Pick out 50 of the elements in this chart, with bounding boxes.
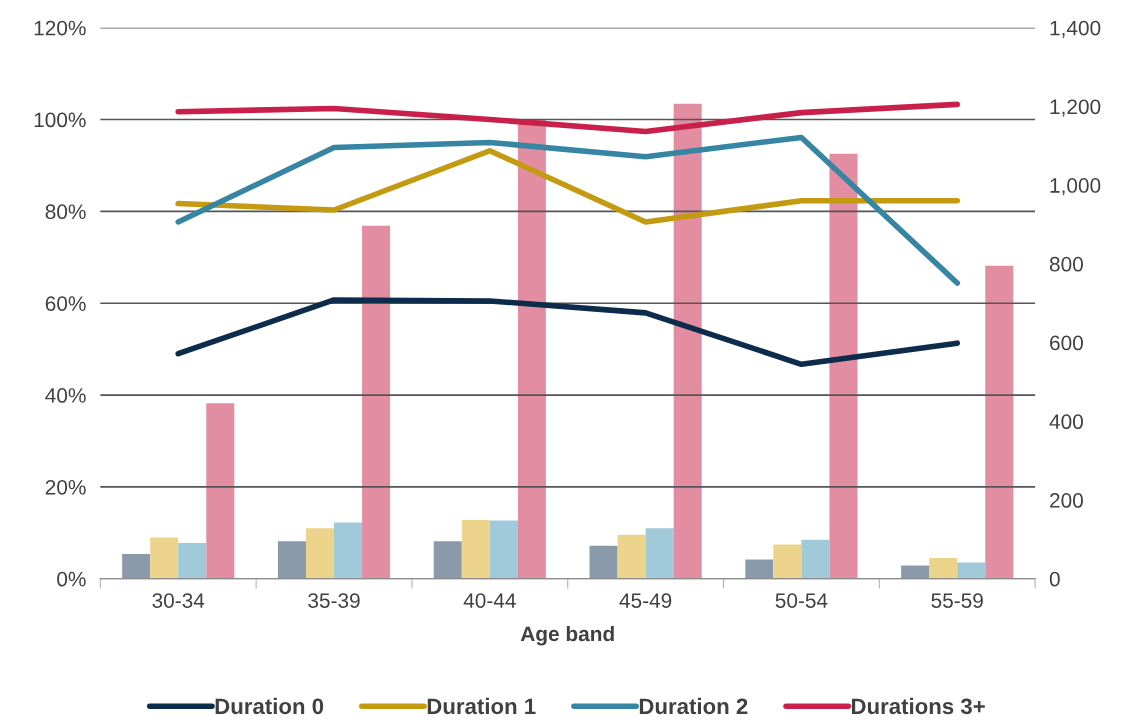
bar (178, 542, 207, 579)
bar (673, 103, 702, 579)
y-tick-label: 0% (57, 571, 86, 587)
y-tick-label: 60% (45, 296, 86, 311)
y-tick-label: 40% (45, 388, 86, 403)
y2-tick-label: 1,000 (1050, 178, 1101, 196)
bar (433, 541, 462, 579)
bar (362, 225, 391, 579)
x-tick-label: 45-49 (619, 593, 672, 608)
bar (957, 562, 986, 579)
bar (801, 539, 830, 579)
legend-label: Durations 3+ (851, 697, 985, 715)
bar (589, 545, 618, 579)
bar (773, 544, 802, 579)
x-tick-label: 40-44 (463, 593, 516, 608)
x-tick-label: 35-39 (308, 593, 360, 608)
bar (334, 522, 363, 579)
bar (277, 541, 306, 579)
bar (901, 565, 930, 579)
legend-label: Duration 0 (215, 697, 324, 715)
bar (985, 265, 1014, 579)
y-tick-label: 20% (45, 479, 86, 495)
y2-tick-label: 0 (1049, 571, 1060, 587)
y2-tick-label: 1,400 (1050, 20, 1101, 38)
legend-label: Duration 2 (639, 697, 748, 715)
y2-tick-label: 1,200 (1050, 99, 1101, 117)
y2-tick-label: 200 (1050, 493, 1083, 508)
bar (150, 537, 179, 579)
x-tick-label: 30-34 (152, 593, 205, 608)
bar (305, 528, 335, 579)
bar (206, 403, 235, 579)
bar (645, 528, 674, 579)
x-tick-label: 55-59 (931, 593, 983, 608)
bar (929, 557, 958, 579)
y-tick-label: 100% (34, 112, 86, 128)
bar (745, 559, 774, 579)
bar (489, 520, 518, 579)
bar (461, 520, 490, 579)
y2-tick-label: 600 (1050, 335, 1083, 351)
y-tick-label: 120% (34, 20, 86, 36)
bar (517, 119, 546, 579)
bar (829, 153, 858, 579)
bar (122, 553, 151, 579)
y2-tick-label: 800 (1049, 256, 1083, 272)
y-tick-label: 80% (45, 204, 86, 220)
x-tick-label: 50-54 (775, 593, 828, 608)
bar (617, 534, 646, 579)
legend-label: Duration 1 (427, 697, 536, 715)
x-axis-title: Age band (520, 625, 614, 646)
y2-tick-label: 400 (1049, 414, 1083, 430)
